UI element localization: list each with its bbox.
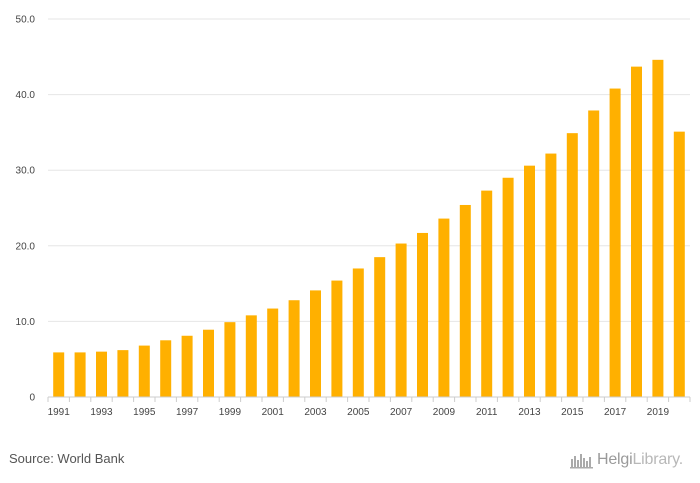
bar-2010[interactable] <box>459 204 471 397</box>
bar-2017[interactable] <box>609 88 621 397</box>
y-tick-label: 50.0 <box>16 15 36 26</box>
y-tick-label: 10.0 <box>16 317 36 328</box>
bar-2001[interactable] <box>267 308 279 397</box>
bar-2002[interactable] <box>288 300 300 397</box>
y-tick-label: 40.0 <box>16 90 36 101</box>
x-tick-label: 2017 <box>604 407 627 418</box>
y-tick-label: 20.0 <box>16 241 36 252</box>
x-tick-label: 2005 <box>347 407 370 418</box>
bar-1999[interactable] <box>224 322 236 397</box>
x-tick-label: 1991 <box>48 407 71 418</box>
bar-2018[interactable] <box>631 66 642 398</box>
bar-2012[interactable] <box>502 177 514 397</box>
bar-1994[interactable] <box>117 350 129 397</box>
brand-name-bold: Helgi <box>597 451 633 468</box>
skyline-icon <box>570 454 593 469</box>
bar-2013[interactable] <box>524 165 535 397</box>
source-caption: Source: World Bank <box>9 451 125 466</box>
y-axis-labels: 0 10.0 20.0 30.0 40.0 50.0 <box>16 15 36 404</box>
bar-2011[interactable] <box>481 190 493 397</box>
bar-2015[interactable] <box>566 133 578 397</box>
bar-1991[interactable] <box>53 352 65 397</box>
bar-2009[interactable] <box>438 218 450 397</box>
x-tick-label: 1999 <box>219 407 242 418</box>
bar-2016[interactable] <box>588 110 600 397</box>
x-tick-label: 2013 <box>518 407 541 418</box>
bar-1998[interactable] <box>203 329 214 397</box>
helgi-library-logo[interactable]: HelgiLibrary. <box>570 450 683 470</box>
x-axis-labels: 1991 1993 1995 1997 1999 2001 2003 2005 2007 2009… <box>48 407 670 418</box>
x-tick-label: 2003 <box>304 407 327 418</box>
bar-2008[interactable] <box>417 232 428 397</box>
bar-2020[interactable] <box>673 131 685 398</box>
x-tick-label: 1993 <box>90 407 113 418</box>
x-axis-ticks <box>47 397 691 402</box>
bar-2007[interactable] <box>395 243 407 397</box>
bar-1997[interactable] <box>181 335 193 397</box>
bar-2019[interactable] <box>652 59 664 397</box>
grid-lines <box>48 18 690 322</box>
x-tick-label: 2019 <box>647 407 670 418</box>
bar-2000[interactable] <box>245 315 257 397</box>
brand-name: HelgiLibrary. <box>597 451 683 469</box>
bar-2006[interactable] <box>374 257 386 397</box>
x-tick-label: 2007 <box>390 407 413 418</box>
bar-2003[interactable] <box>310 290 321 397</box>
y-tick-label: 30.0 <box>16 166 36 177</box>
x-tick-label: 2009 <box>433 407 456 418</box>
x-tick-label: 1997 <box>176 407 199 418</box>
x-tick-label: 2001 <box>262 407 285 418</box>
bar-1992[interactable] <box>74 352 86 397</box>
bar-1993[interactable] <box>96 351 107 397</box>
bar-1995[interactable] <box>138 345 150 397</box>
bar-2005[interactable] <box>352 268 364 397</box>
bar-1996[interactable] <box>160 340 172 397</box>
y-tick-label: 0 <box>29 393 35 404</box>
x-tick-label: 2015 <box>561 407 584 418</box>
x-tick-label: 1995 <box>133 407 156 418</box>
bar-2014[interactable] <box>545 153 557 397</box>
x-tick-label: 2011 <box>476 407 498 418</box>
brand-name-light: Library. <box>632 451 684 468</box>
bars <box>53 59 685 398</box>
bar-2004[interactable] <box>331 280 343 397</box>
